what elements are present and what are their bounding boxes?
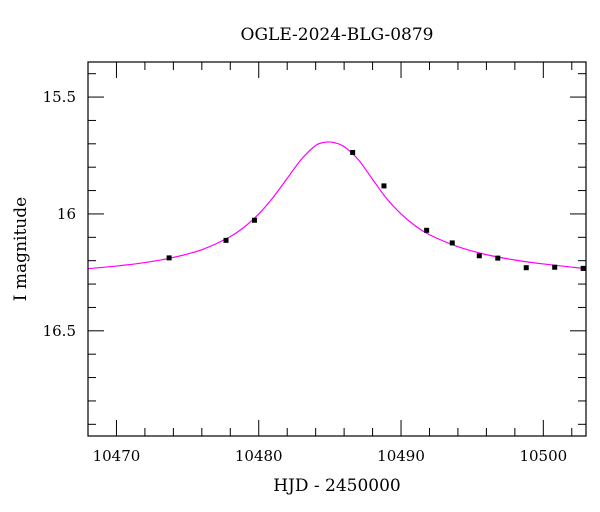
point-marker [449,240,455,246]
x-tick-label: 10490 [377,447,425,465]
data-point [251,217,257,223]
x-axis-label: HJD - 2450000 [273,476,401,496]
point-marker [424,227,430,233]
data-point [552,264,558,270]
data-point [476,253,482,259]
data-points [166,149,586,271]
point-marker [166,255,172,261]
minor-ticks [87,62,586,436]
point-marker [552,264,558,270]
point-marker [476,253,482,259]
data-point [449,240,455,246]
data-point [350,149,356,155]
x-tick-label: 10500 [519,447,567,465]
y-tick-label: 15.5 [43,88,76,106]
point-marker [580,265,586,271]
point-marker [523,265,529,271]
y-tick-label: 16 [57,205,76,223]
y-tick-labels: 15.5 16 16.5 [43,88,76,340]
chart-title: OGLE-2024-BLG-0879 [241,25,434,45]
x-tick-labels: 10470 10480 10490 10500 [93,447,568,465]
data-point [166,255,172,261]
point-marker [381,183,387,189]
plot-area [87,61,587,437]
major-ticks [88,62,586,436]
data-point [424,227,430,233]
y-tick-label: 16.5 [43,322,76,340]
data-point [580,265,586,271]
data-point [381,183,387,189]
y-axis-label: I magnitude [11,197,31,301]
data-point [495,255,501,261]
x-tick-label: 10480 [235,447,283,465]
point-marker [223,237,229,243]
plot-frame [87,61,587,437]
x-tick-label: 10470 [93,447,141,465]
model-curve [87,141,587,270]
point-marker [495,255,501,261]
point-marker [350,149,356,155]
point-marker [251,217,257,223]
data-point [223,237,229,243]
data-point [523,265,529,271]
